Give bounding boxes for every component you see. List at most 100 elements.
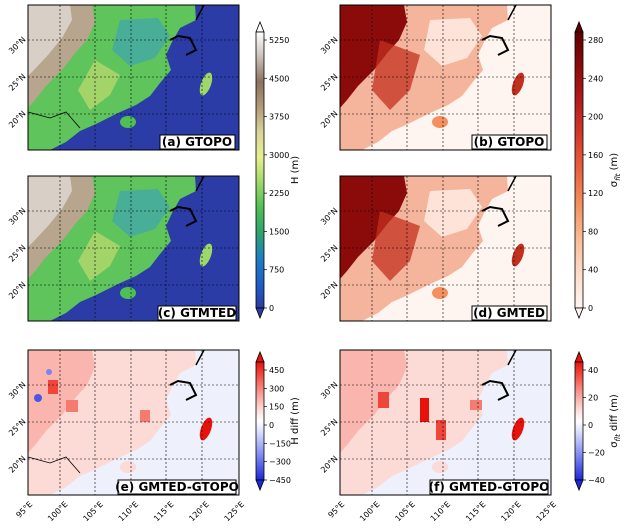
sigma-tick-label: 280 [588, 36, 603, 45]
H-tick-label: 3000 [269, 151, 289, 160]
panel-f-coast [481, 379, 510, 401]
panel-e-hainan [120, 461, 136, 473]
panel-a-title-box [159, 134, 236, 150]
panel-b-border [507, 4, 517, 21]
panel-b-title: (b) GTOPO [474, 135, 545, 149]
panel-e-gridlines [28, 350, 239, 495]
lat-label-2-1: 25°N [7, 417, 28, 438]
panel-d-hainan [432, 287, 448, 299]
H-tick-label: 0 [269, 304, 274, 313]
Hdiff-extend-bottom [255, 479, 265, 492]
panel-f: (f) GMTED-GTOPO [339, 349, 552, 496]
lon-label-1-3: 110°E [429, 500, 453, 524]
panel-e-west [28, 350, 95, 453]
panel-b: (b) GTOPO [339, 4, 552, 151]
sigma-bar [574, 31, 584, 309]
panel-e-patch-3 [140, 410, 150, 422]
Hdiff-axis-label: H diff (m) [290, 397, 301, 445]
sigmadiff-axis-label: σflt diff (m) [609, 394, 622, 448]
lat-label-right-1-0: 30°N [319, 206, 340, 227]
H-tick-label: 1500 [269, 227, 289, 236]
lat-label-0-0: 30°N [7, 35, 28, 56]
H-axis-label: H (m) [290, 156, 301, 184]
lon-label-0-1: 100°E [46, 500, 70, 524]
panel-a-plateau [28, 5, 72, 76]
panel-f-patch-3 [436, 420, 446, 440]
panel-c-hainan [120, 287, 136, 299]
lon-label-1-2: 105°E [393, 500, 417, 524]
Hdiff-tick-label: 150 [269, 403, 284, 412]
panel-d-ridge [372, 211, 420, 281]
lon-label-1-5: 120°E [499, 500, 523, 524]
lat-label-0-2: 20°N [7, 109, 28, 130]
H-tick-label: 4500 [269, 74, 289, 83]
Hdiff-extend-top [255, 350, 265, 363]
panel-b-coast [481, 34, 510, 56]
sigmadiff-tick-label: −40 [588, 476, 605, 485]
panel-f-patch-2 [420, 398, 429, 422]
panel-a-hainan [120, 116, 136, 128]
lon-label-1-6: 125°E [535, 500, 559, 524]
panel-b-title-box [471, 134, 548, 150]
lat-label-1-1: 25°N [7, 243, 28, 264]
sigmadiff-bar [574, 361, 584, 481]
colorbar-height-diff: 450 300 150 0 −150 −300 −450 H diff (m) [255, 350, 301, 492]
panel-c-taiwan [199, 243, 213, 267]
panel-e-taiwan [199, 417, 213, 441]
lat-label-right-2-0: 30°N [319, 380, 340, 401]
panel-e-frame [27, 349, 240, 496]
H-tick-label: 2250 [269, 189, 289, 198]
lon-label-0-5: 120°E [187, 500, 211, 524]
H-extend-bottom [255, 307, 265, 320]
sigma-tick-label: 240 [588, 74, 603, 83]
panel-e-neg-spot-2 [46, 369, 52, 375]
panel-b-plain [424, 18, 482, 66]
panel-e-title-box [117, 479, 237, 495]
panel-b-highland [340, 5, 407, 108]
H-tick-label: 3750 [269, 113, 289, 122]
lon-label-0-0: 95°E [14, 500, 34, 520]
panel-d-title: (d) GMTED [473, 306, 545, 320]
sigma-extend-bottom [574, 307, 584, 320]
panel-f-patch-4 [470, 400, 482, 410]
sigmadiff-tick-label: 40 [588, 366, 598, 375]
sigmadiff-tick-label: −20 [588, 449, 605, 458]
panel-e-title: (e) GMTED-GTOPO [115, 480, 239, 494]
panel-e-patch-2 [66, 400, 78, 412]
panel-f-west [340, 350, 407, 453]
panel-c-title-box [157, 305, 237, 321]
Hdiff-tick-label: −300 [269, 458, 291, 467]
panel-e-border [195, 349, 205, 366]
H-bar [255, 31, 265, 309]
panel-e-neg-spot [34, 394, 42, 402]
sigma-tick-label: 40 [588, 266, 598, 275]
panel-c-frame [27, 175, 240, 322]
longitude-labels: 95°E 100°E 105°E 110°E 115°E 120°E 125°E 95°E 10… [14, 500, 558, 524]
panel-b-frame [339, 4, 552, 151]
sigma-tick-label: 200 [588, 113, 603, 122]
panel-a-plain [112, 18, 170, 66]
sigma-extend-top [574, 20, 584, 33]
panel-a-frame [27, 4, 240, 151]
colorbar-height: 5250 4500 3750 3000 2250 1500 750 0 H (m) [255, 20, 301, 320]
H-extend-top [255, 20, 265, 33]
panel-f-taiwan [511, 417, 525, 441]
panel-a: (a) GTOPO [27, 4, 240, 151]
lat-label-2-0: 30°N [7, 380, 28, 401]
lat-label-0-1: 25°N [7, 72, 28, 93]
sigmadiff-extend-top [574, 350, 584, 363]
panel-c: (c) GTMTED [27, 175, 240, 322]
panel-c-coast [169, 205, 198, 227]
Hdiff-tick-label: 450 [269, 366, 284, 375]
panel-a-hills [78, 60, 120, 110]
lat-label-1-2: 20°N [7, 280, 28, 301]
panel-a-gridlines [28, 5, 239, 150]
panel-c-title: (c) GTMTED [158, 306, 236, 320]
panel-f-gridlines [340, 350, 551, 495]
Hdiff-tick-label: 300 [269, 384, 284, 393]
sigmadiff-tick-label: 20 [588, 394, 598, 403]
colorbar-sigma-diff: 40 20 0 −20 −40 σflt diff (m) [574, 350, 622, 492]
lon-label-0-4: 115°E [152, 500, 176, 524]
panel-d-border [507, 175, 517, 192]
